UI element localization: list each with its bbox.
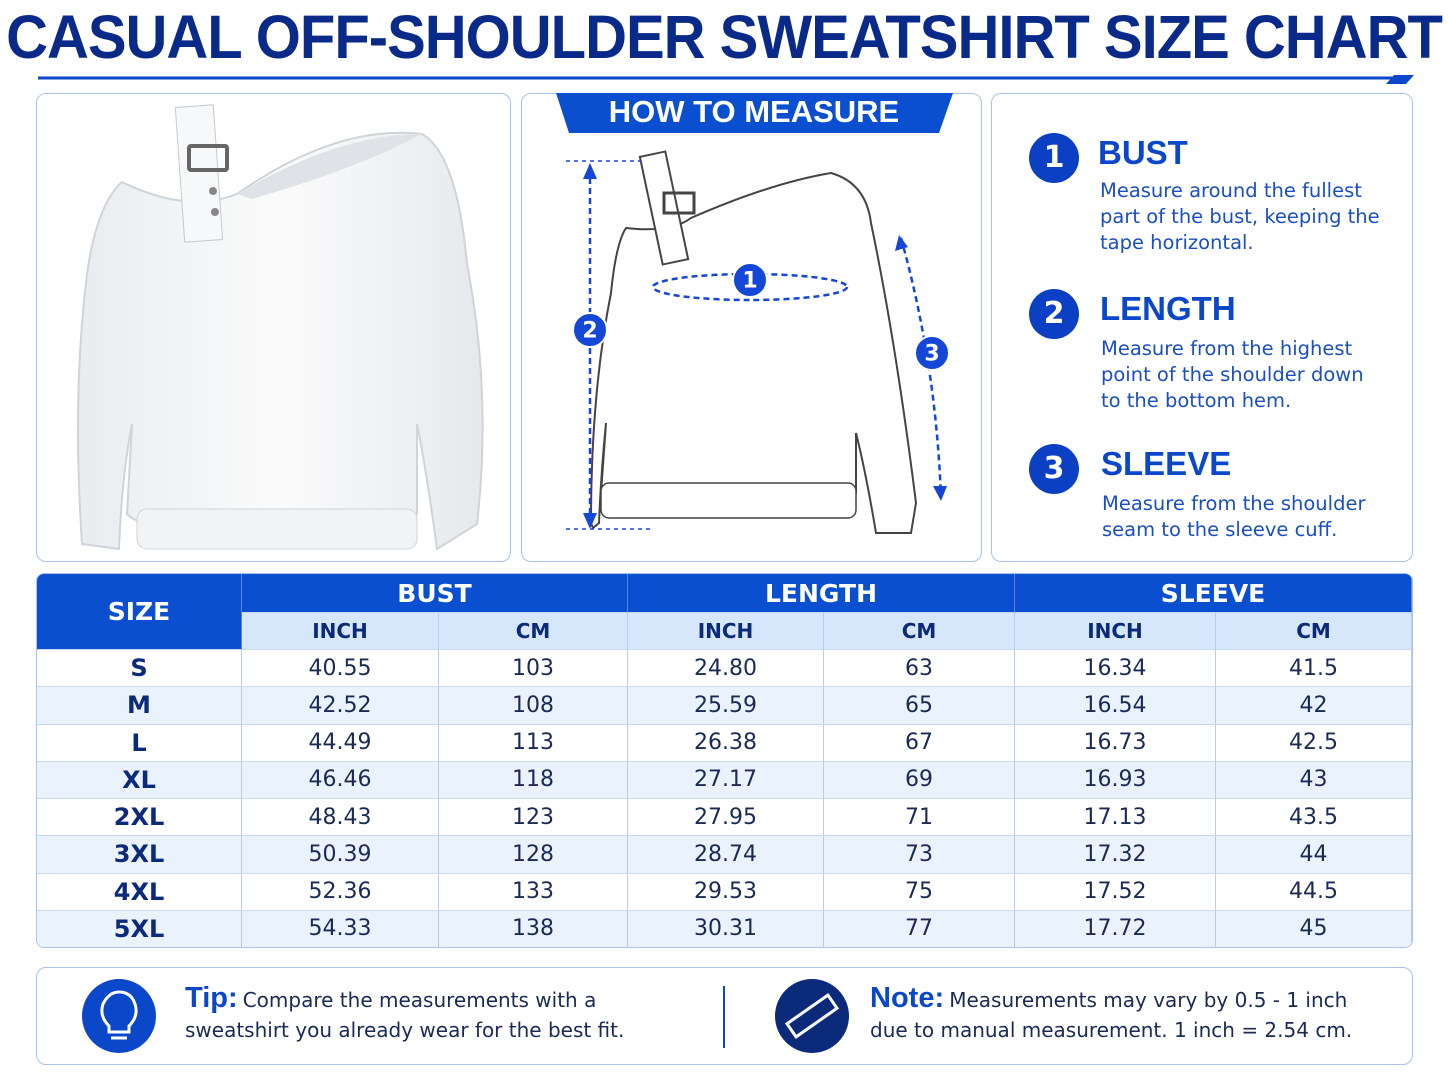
measure-title: HOW TO MEASURE [609,94,900,129]
unit-header: CM [439,613,628,650]
measurement: 103 [439,650,628,688]
measurement: 17.72 [1015,910,1216,947]
size-label: 2XL [37,799,242,837]
note: Note: Measurements may vary by 0.5 - 1 i… [870,982,1370,1045]
measurement: 27.17 [628,761,824,799]
measurement: 41.5 [1216,650,1412,688]
instructions-panel: 1 BUST Measure around the fullest part o… [991,93,1413,562]
measurement: 43.5 [1216,799,1412,837]
measurement: 46.46 [242,761,439,799]
product-panel [36,93,511,562]
measurement: 118 [439,761,628,799]
measurement: 30.31 [628,910,824,947]
measurement: 16.93 [1015,761,1216,799]
measurement: 42 [1216,687,1412,725]
unit-header: INCH [1015,613,1216,650]
page-title: CASUAL OFF-SHOULDER SWEATSHIRT SIZE CHAR… [6,3,1443,72]
step-heading: LENGTH [1100,290,1236,327]
unit-header: CM [824,613,1015,650]
sweatshirt-photo [77,104,484,551]
size-label: 3XL [37,836,242,874]
measurement: 17.32 [1015,836,1216,874]
note-text: Measurements may vary by 0.5 - 1 inch du… [870,988,1353,1042]
measurement: 17.52 [1015,873,1216,911]
measurement: 25.59 [628,687,824,725]
measurement: 54.33 [242,910,439,947]
measurement: 67 [824,724,1015,762]
size-label: 5XL [37,910,242,947]
size-label: S [37,650,242,688]
measurement: 63 [824,650,1015,688]
measurement: 113 [439,724,628,762]
measurement: 17.13 [1015,799,1216,837]
measurement: 44.49 [242,724,439,762]
unit-header: CM [1216,613,1412,650]
group-header: LENGTH [628,574,1015,613]
measurement: 28.74 [628,836,824,874]
unit-header: INCH [242,613,439,650]
measurement: 77 [824,910,1015,947]
size-label: 4XL [37,873,242,911]
measurement: 108 [439,687,628,725]
measurement: 29.53 [628,873,824,911]
measurement: 16.73 [1015,724,1216,762]
size-label: M [37,687,242,725]
measurement: 65 [824,687,1015,725]
step-text: Measure around the fullest part of the b… [1100,179,1380,254]
title-rule [38,75,1414,84]
tip-text: Compare the measurements with a sweatshi… [185,988,625,1042]
measurement: 44 [1216,836,1412,874]
step-number: 1 [1029,133,1079,183]
measurement: 43 [1216,761,1412,799]
tip-label: Tip: [185,982,238,1014]
footer-panel: Tip: Compare the measurements with a swe… [36,967,1413,1065]
marker: 3 [924,342,939,367]
note-label: Note: [870,982,945,1014]
measurement: 16.34 [1015,650,1216,688]
step-heading: BUST [1098,134,1188,171]
measurement: 27.95 [628,799,824,837]
measurement: 44.5 [1216,873,1412,911]
measurement: 24.80 [628,650,824,688]
group-header: SLEEVE [1015,574,1412,613]
measurement: 42.5 [1216,724,1412,762]
size-label: XL [37,761,242,799]
footer-icons [82,979,849,1053]
size-label: L [37,724,242,762]
step-number: 2 [1029,289,1079,339]
measurement: 69 [824,761,1015,799]
marker: 1 [742,269,757,294]
marker: 2 [582,319,597,344]
measurement: 128 [439,836,628,874]
step-heading: SLEEVE [1101,445,1232,482]
measurement: 48.43 [242,799,439,837]
measurement: 52.36 [242,873,439,911]
group-header: BUST [242,574,628,613]
measurement: 40.55 [242,650,439,688]
tip: Tip: Compare the measurements with a swe… [185,982,685,1045]
measurement: 26.38 [628,724,824,762]
measurement: 45 [1216,910,1412,947]
measurement: 75 [824,873,1015,911]
measurement: 73 [824,836,1015,874]
measurement: 123 [439,799,628,837]
measurement: 71 [824,799,1015,837]
step-text: Measure from the shoulder seam to the sl… [1102,492,1366,541]
measurement: 50.39 [242,836,439,874]
measurement: 16.54 [1015,687,1216,725]
size-header: SIZE [37,574,242,650]
measure-diagram: HOW TO MEASURE 1 2 3 [556,93,953,534]
step-text: Measure from the highest point of the sh… [1101,337,1364,412]
measurement: 42.52 [242,687,439,725]
measurement: 138 [439,910,628,947]
size-table: SIZE BUST LENGTH SLEEVE INCH CM INCH CM INCH CM S 4… [36,573,1413,948]
unit-header: INCH [628,613,824,650]
step-number: 3 [1029,444,1079,494]
measurement: 133 [439,873,628,911]
